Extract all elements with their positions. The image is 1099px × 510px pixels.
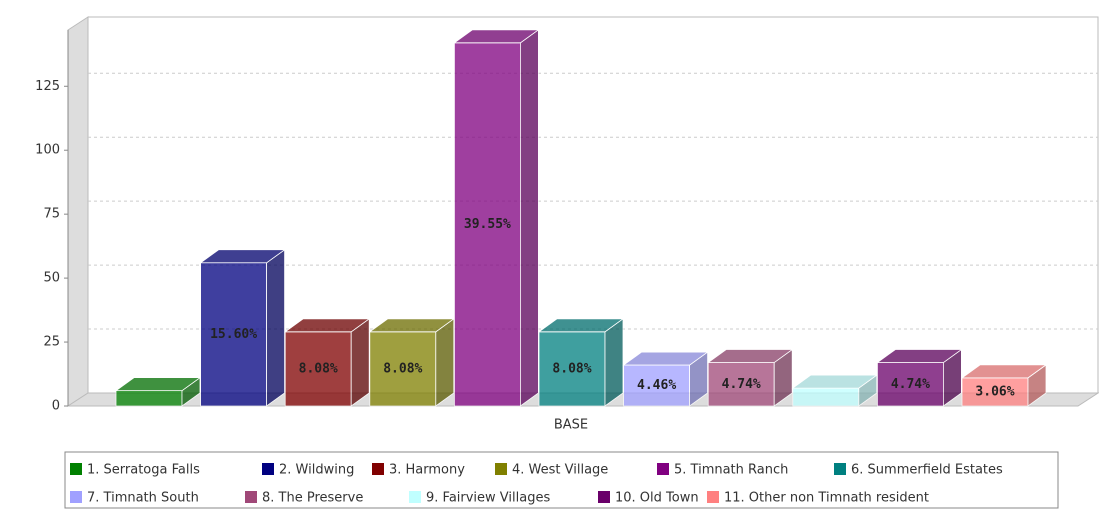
bar-top: [283, 318, 371, 333]
legend-swatch: [495, 463, 507, 475]
bar-side: [520, 29, 539, 407]
bar-side: [435, 318, 455, 407]
bar-label: 3.06%: [975, 384, 1014, 399]
bar: [537, 318, 625, 407]
legend-swatch: [707, 491, 719, 503]
bar: [368, 318, 456, 407]
bar-top: [368, 318, 456, 333]
bar: [876, 348, 963, 407]
bar-top: [453, 29, 540, 44]
legend-label: 4. West Village: [512, 463, 608, 478]
legend-box: [64, 451, 1059, 509]
legend-label: 10. Old Town: [615, 491, 699, 506]
bar-top: [114, 377, 202, 392]
legend-label: 8. The Preserve: [262, 491, 363, 506]
x-tick-label: BASE: [554, 418, 588, 433]
bar-label: 8.08%: [383, 361, 422, 376]
legend-label: 6. Summerfield Estates: [851, 463, 1003, 478]
legend-swatch: [409, 491, 421, 503]
bar-front: [115, 390, 183, 407]
bar: [199, 248, 286, 407]
bar-front: [792, 387, 860, 407]
y-tick-label: 100: [35, 143, 60, 158]
bar: [706, 348, 794, 407]
y-tick-label: 50: [43, 271, 60, 286]
bar: [960, 364, 1048, 407]
bar: [283, 318, 371, 407]
legend-swatch: [372, 463, 384, 475]
legend-label: 5. Timnath Ranch: [674, 463, 788, 478]
y-tick-label: 125: [35, 79, 60, 94]
legend-swatch: [245, 491, 257, 503]
legend-swatch: [598, 491, 610, 503]
bar-top: [876, 349, 963, 363]
bar-side: [266, 248, 286, 407]
bar-label: 4.46%: [637, 378, 676, 393]
bar-side: [604, 318, 624, 407]
legend-swatch: [70, 491, 82, 503]
bar-top: [706, 349, 794, 363]
bar: [114, 376, 202, 407]
bar-top: [537, 318, 625, 333]
bar-side: [350, 318, 370, 407]
legend-label: 7. Timnath South: [87, 491, 199, 506]
bar: [622, 351, 709, 407]
bar-top: [199, 249, 286, 264]
y-tick-label: 75: [43, 207, 60, 222]
legend-swatch: [834, 463, 846, 475]
bar-label: 39.55%: [464, 217, 511, 232]
y-tick-label: 0: [52, 399, 60, 414]
bar-top: [960, 364, 1048, 379]
legend-label: 3. Harmony: [389, 463, 465, 478]
y-tick-label: 25: [43, 335, 60, 350]
legend-swatch: [70, 463, 82, 475]
bar-label: 4.74%: [891, 377, 930, 392]
bar: [453, 29, 540, 407]
bar-top: [622, 351, 709, 366]
legend-label: 1. Serratoga Falls: [87, 463, 200, 478]
bar-label: 8.08%: [552, 361, 591, 376]
bar-label: 8.08%: [299, 361, 338, 376]
legend-swatch: [657, 463, 669, 475]
bar-label: 4.74%: [722, 377, 761, 392]
bar-label: 15.60%: [210, 327, 257, 342]
side-wall: [67, 16, 89, 407]
bar-top: [791, 374, 879, 389]
legend-swatch: [262, 463, 274, 475]
legend-label: 9. Fairview Villages: [426, 491, 550, 506]
legend-label: 2. Wildwing: [279, 463, 354, 478]
legend-label: 11. Other non Timnath resident: [724, 491, 929, 506]
bar: [791, 374, 879, 407]
